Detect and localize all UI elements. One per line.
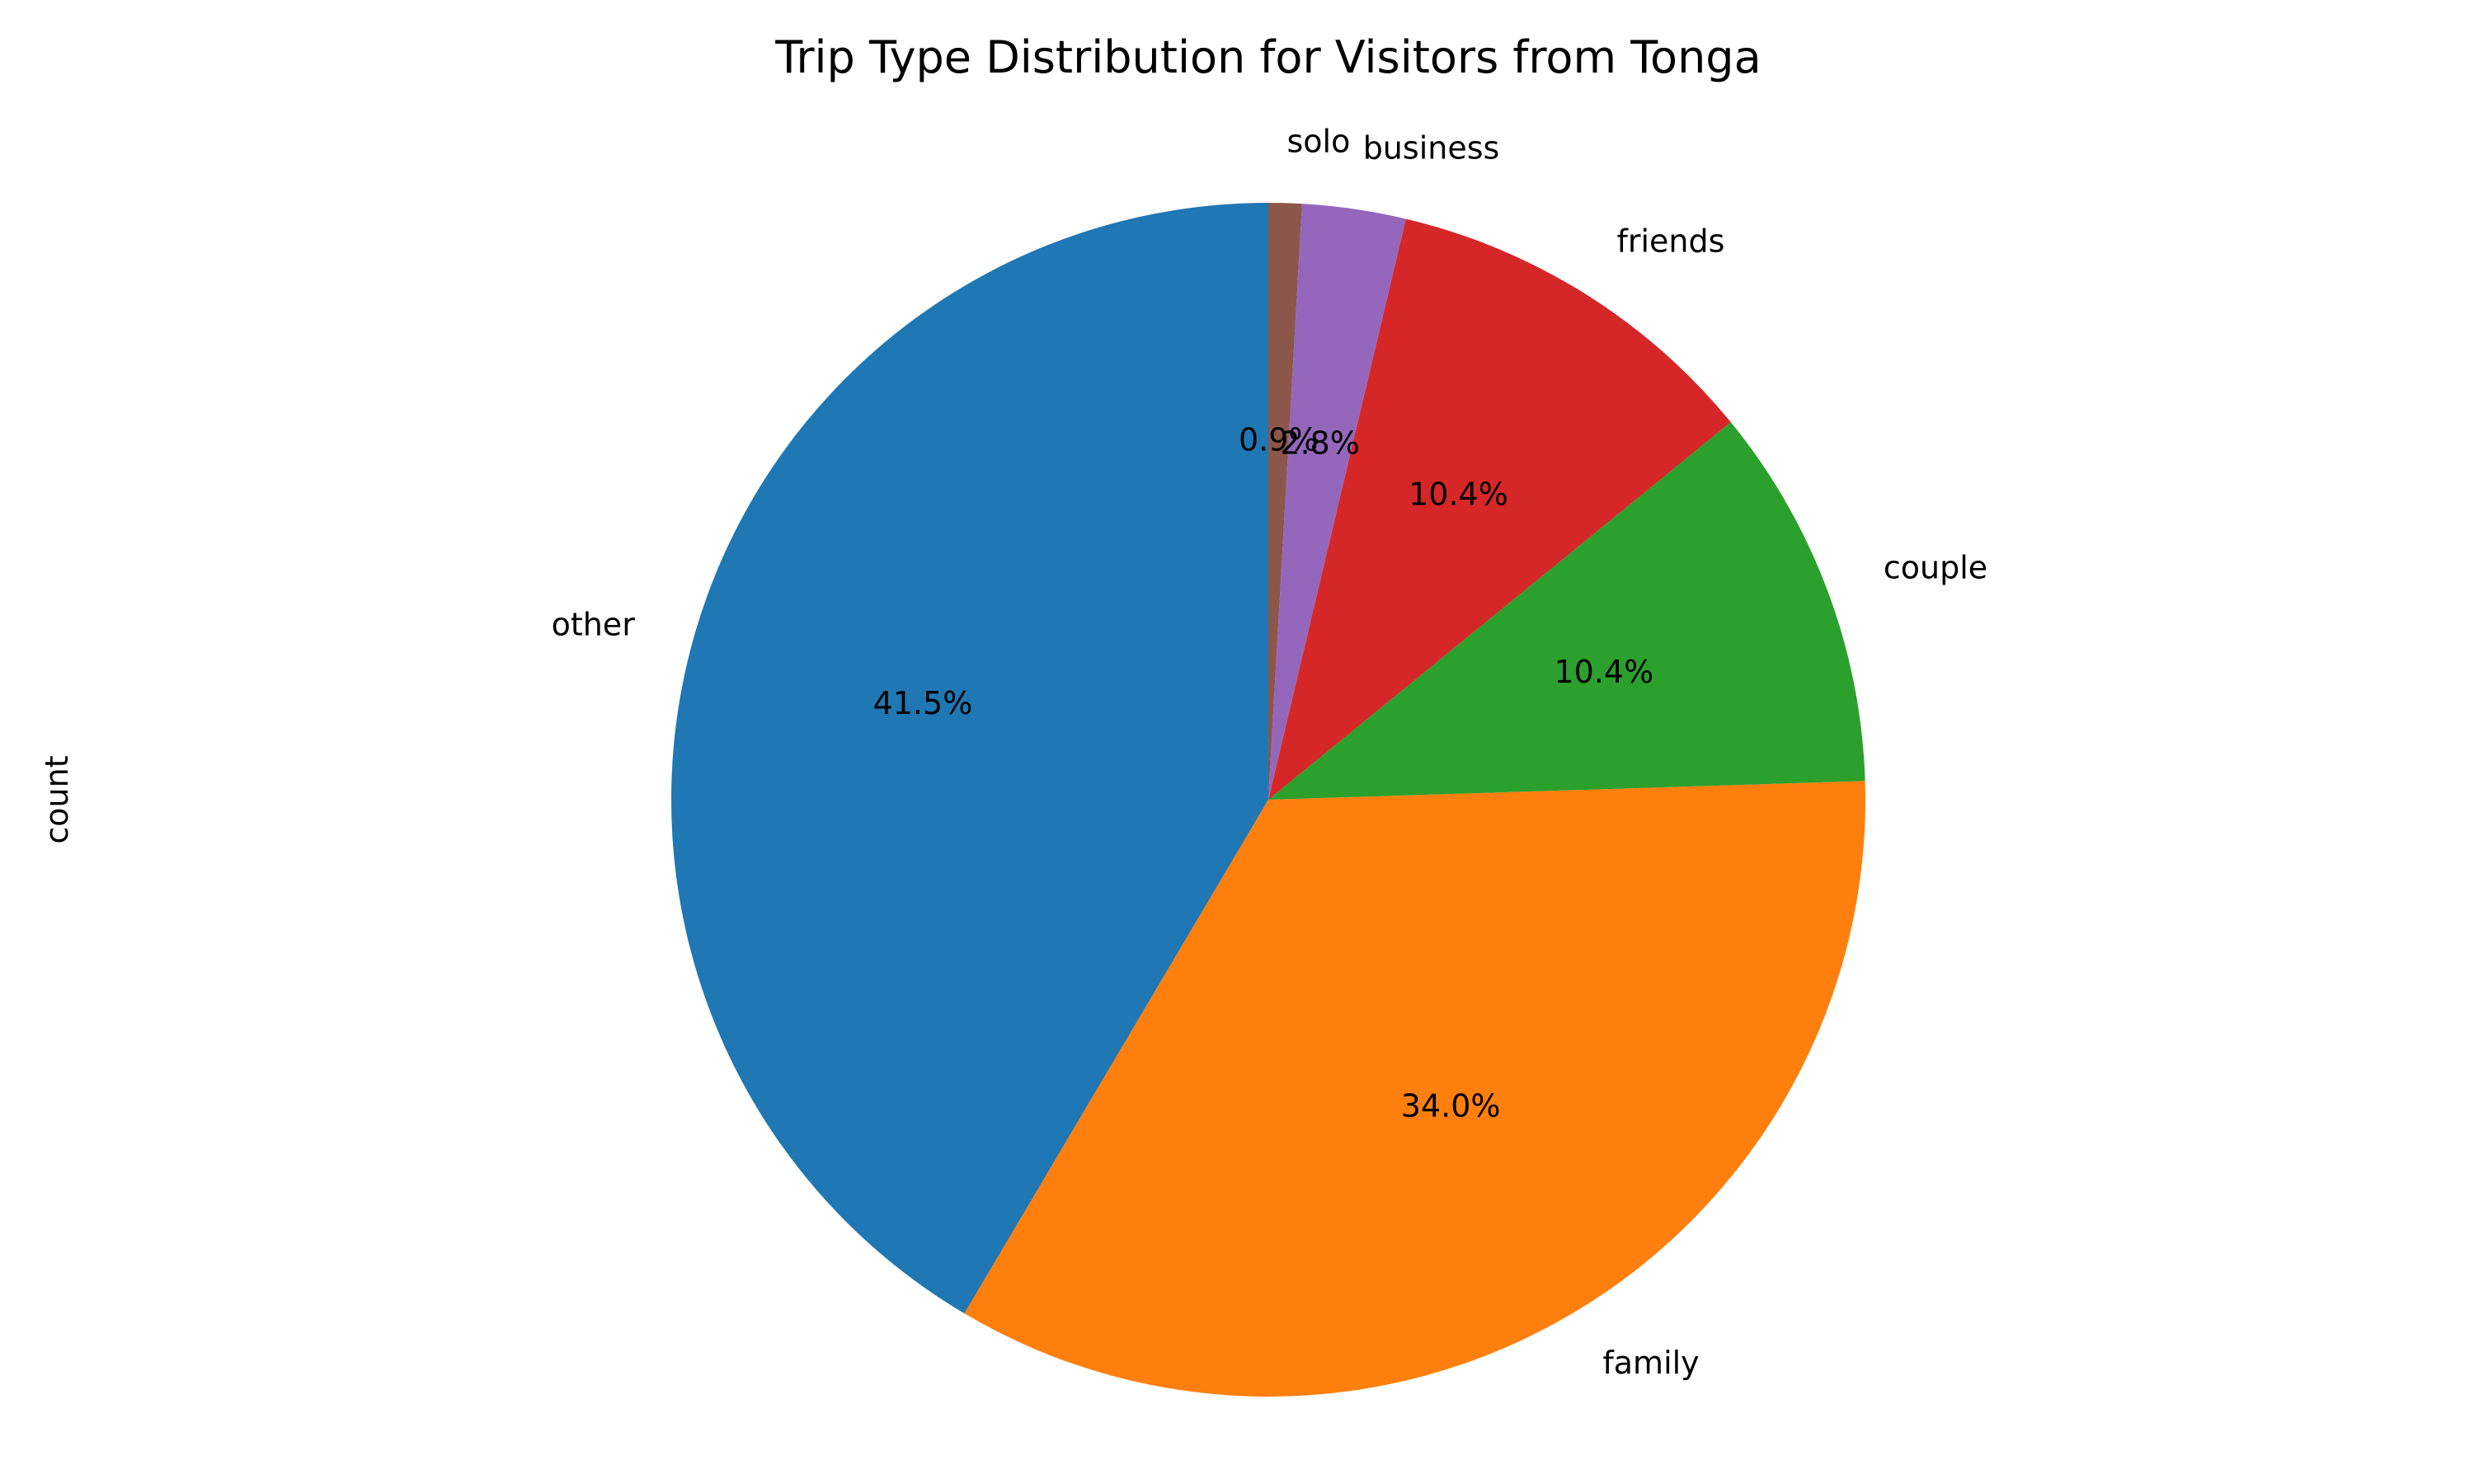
pie-slice-friends [1268, 218, 1731, 800]
slice-percent-business: 2.8% [1280, 425, 1360, 462]
slice-percent-family: 34.0% [1401, 1087, 1501, 1124]
slice-label-family: family [1602, 1345, 1699, 1381]
pie-labels: other 41.5% family 34.0% couple 10.4% friends 1… [552, 123, 1988, 1381]
slice-percent-friends: 10.4% [1409, 476, 1508, 512]
pie-slice-couple [1268, 422, 1865, 800]
pie-slice-solo [1268, 203, 1302, 800]
slice-label-other: other [552, 606, 636, 642]
slice-percent-other: 41.5% [873, 685, 973, 721]
slice-label-business: business [1363, 129, 1500, 166]
pie-slice-business [1268, 204, 1406, 800]
pie-slices [670, 203, 1865, 1397]
chart-title: Trip Type Distribution for Visitors from… [774, 31, 1761, 83]
slice-label-solo: solo [1287, 123, 1351, 159]
slice-label-friends: friends [1616, 223, 1724, 259]
slice-label-couple: couple [1884, 549, 1987, 585]
slice-percent-solo: 0.9% [1239, 421, 1319, 458]
slice-percent-couple: 10.4% [1554, 654, 1653, 690]
pie-slice-other [670, 203, 1268, 1314]
y-axis-label: count [39, 755, 75, 843]
pie-slice-family [964, 781, 1865, 1397]
